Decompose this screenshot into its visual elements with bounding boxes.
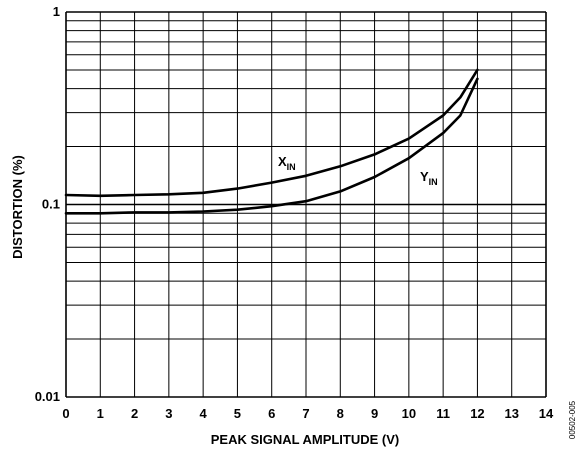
curve-labels: XIN YIN [278, 154, 438, 187]
x-tick-label: 4 [200, 406, 208, 421]
y-tick-label: 1 [53, 4, 60, 19]
x-tick-label: 6 [268, 406, 275, 421]
x-tick-label: 5 [234, 406, 241, 421]
xin-label: XIN [278, 154, 296, 172]
grid [65, 11, 547, 398]
series-line-yin [64, 77, 479, 215]
x-tick-label: 1 [97, 406, 104, 421]
y-axis-title: DISTORTION (%) [10, 155, 25, 259]
series-group [64, 68, 479, 215]
series-line-xin [64, 68, 479, 198]
x-tick-label: 2 [131, 406, 138, 421]
x-tick-label: 0 [62, 406, 69, 421]
x-tick-label: 11 [436, 406, 450, 421]
y-tick-label: 0.1 [42, 197, 60, 212]
yin-label-main: Y [420, 169, 429, 184]
x-tick-label: 14 [539, 406, 554, 421]
figure-code: 00502-005 [568, 400, 577, 439]
x-axis-title: PEAK SIGNAL AMPLITUDE (V) [211, 432, 400, 447]
yin-label: YIN [420, 169, 438, 187]
xin-label-sub: IN [287, 162, 296, 172]
x-tick-label: 9 [371, 406, 378, 421]
x-tick-label: 8 [337, 406, 344, 421]
yin-label-sub: IN [429, 177, 438, 187]
x-tick-label: 7 [302, 406, 309, 421]
x-tick-label: 13 [504, 406, 518, 421]
x-tick-label: 12 [470, 406, 484, 421]
x-tick-label: 3 [165, 406, 172, 421]
y-tick-label: 0.01 [35, 389, 60, 404]
tick-labels: 0 1 2 3 4 5 6 7 8 9 10 11 12 13 140.010.11 [35, 4, 554, 421]
xin-label-main: X [278, 154, 287, 169]
x-tick-label: 10 [402, 406, 416, 421]
